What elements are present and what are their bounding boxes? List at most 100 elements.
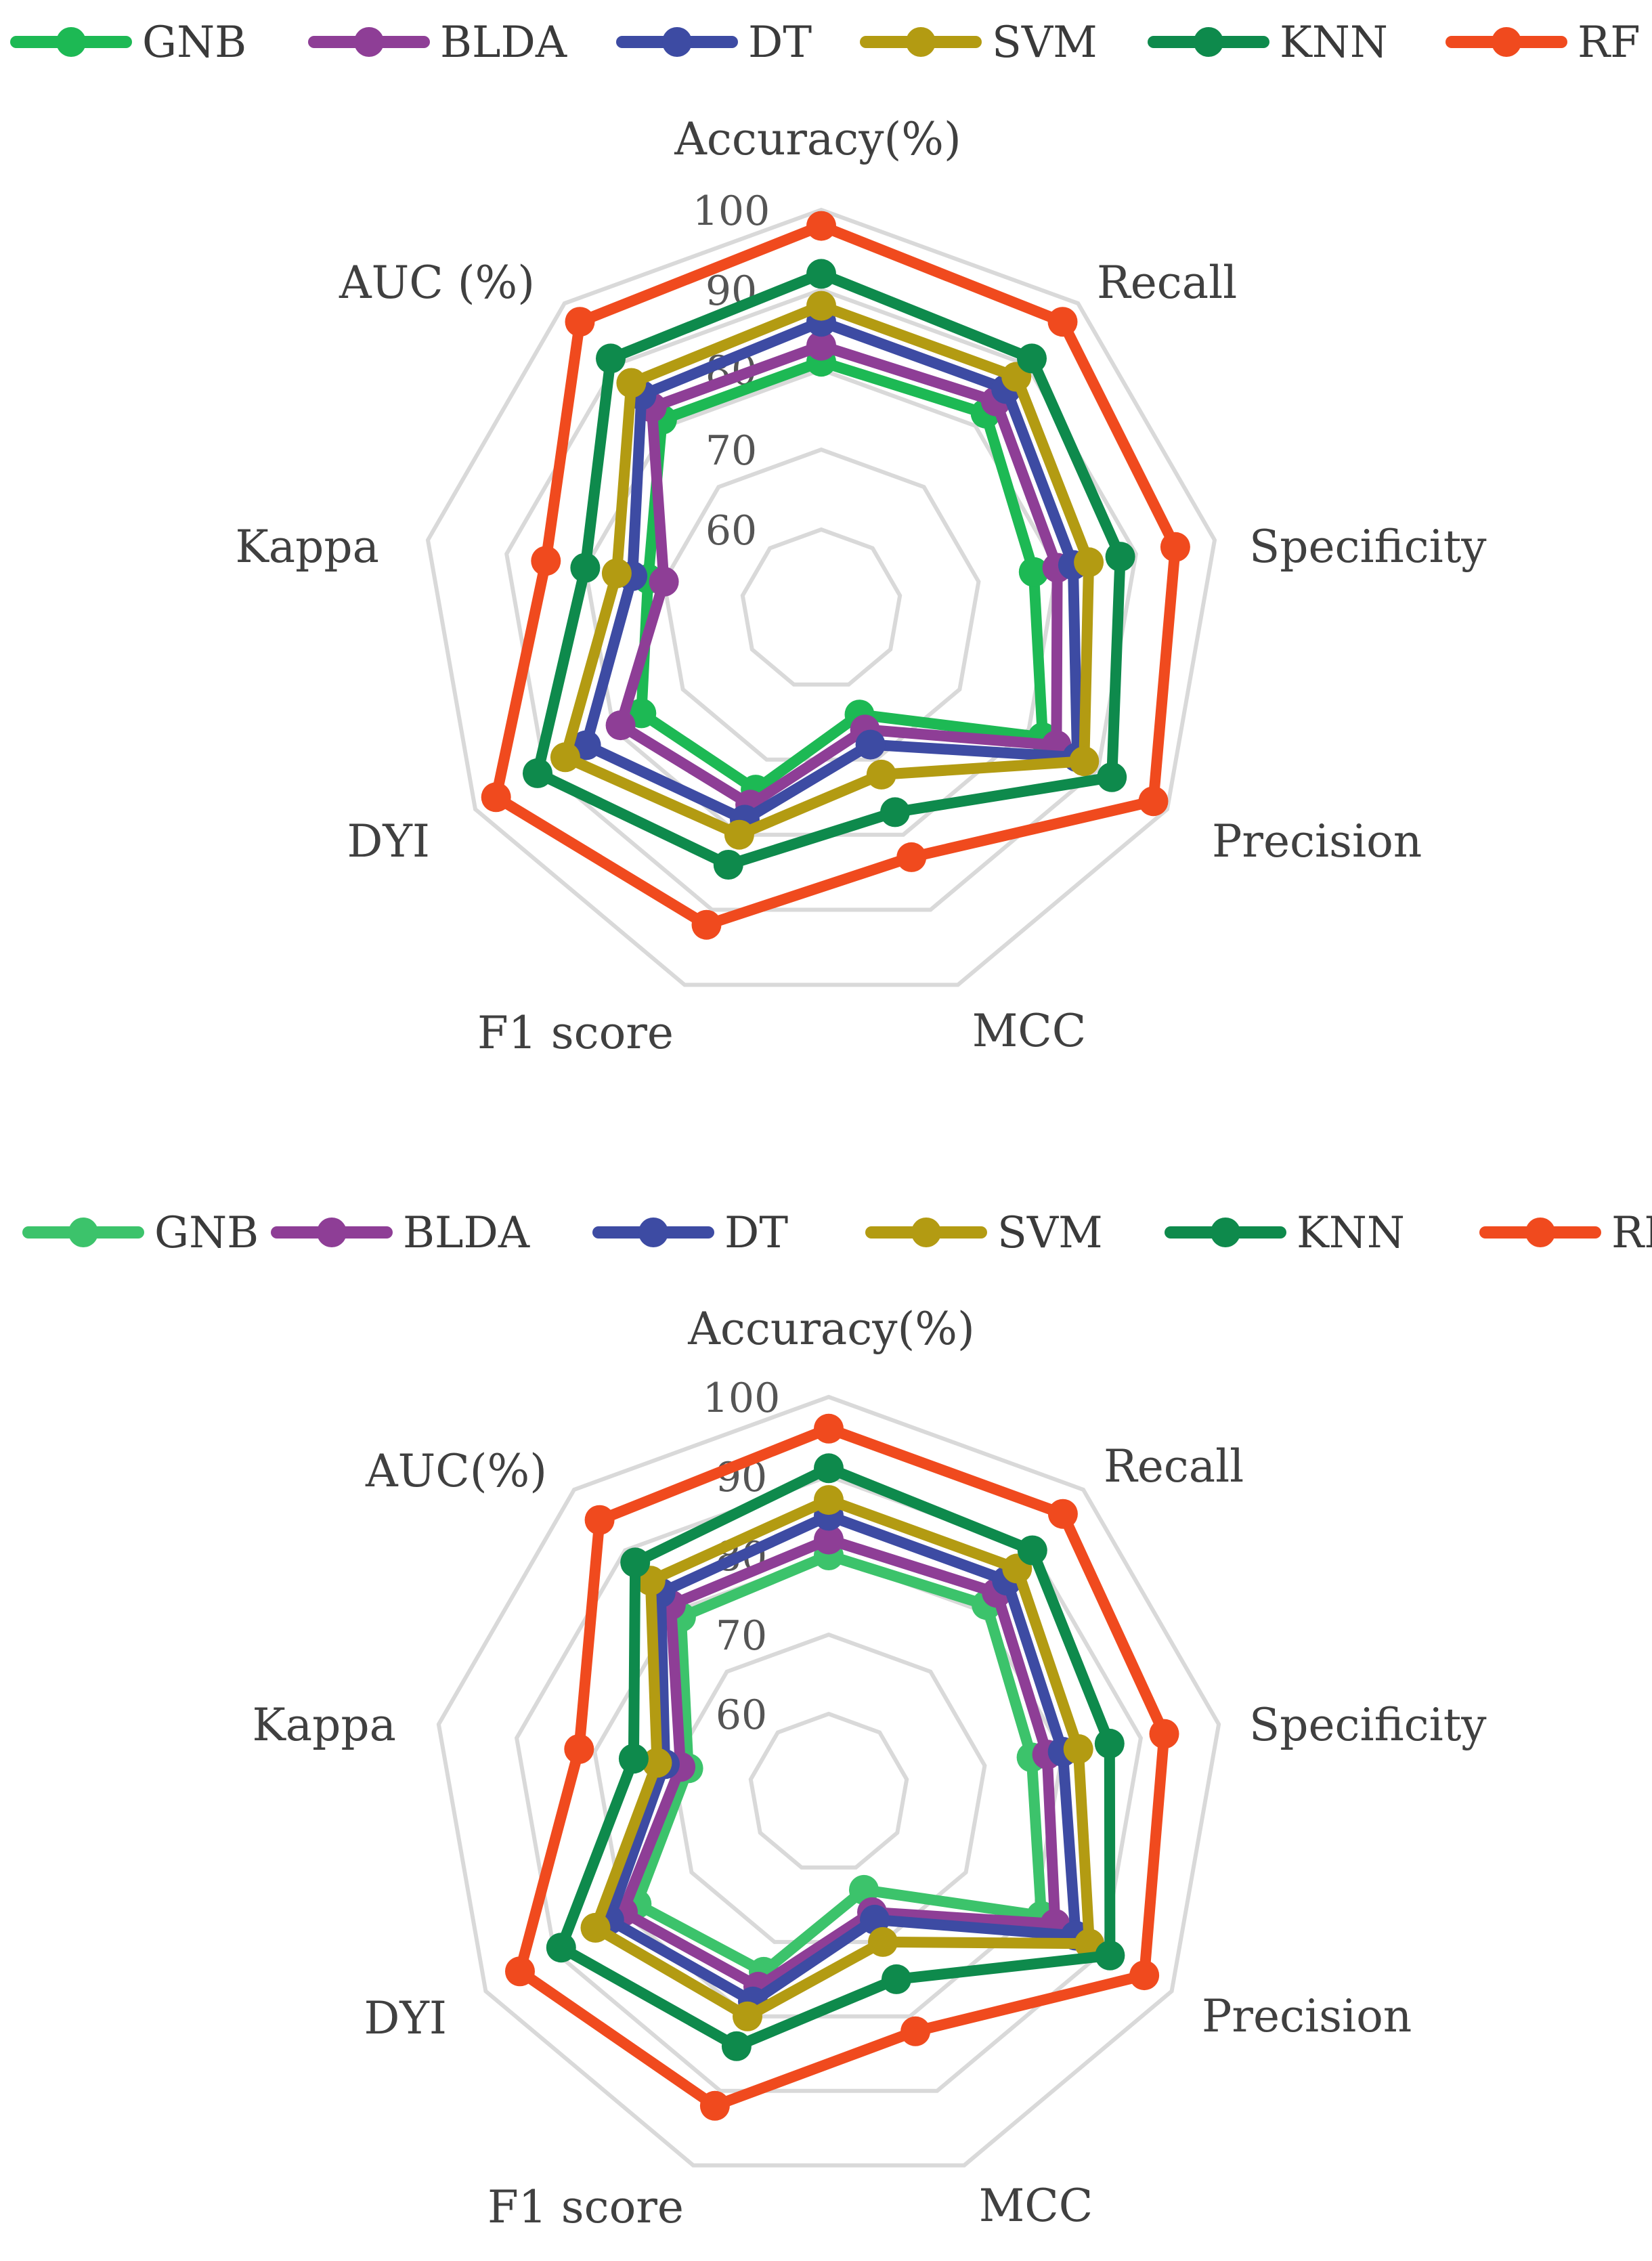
- legend-swatch-marker: [56, 27, 86, 57]
- point-svm-specificity: [1074, 547, 1104, 578]
- legend-swatch-marker: [1194, 27, 1223, 57]
- point-rf-dyi: [505, 1956, 535, 1987]
- point-knn-recall: [1017, 1535, 1047, 1566]
- series-rf: [481, 211, 1190, 940]
- series-svm: [580, 1485, 1104, 2031]
- point-svm-f1-score: [724, 819, 754, 850]
- point-blda-dyi: [605, 710, 636, 741]
- axis-label-kappa: Kappa: [235, 521, 379, 573]
- axis-label-auc: AUC (%): [339, 257, 535, 309]
- axis-label-dyi: DYI: [364, 1992, 447, 2044]
- axis-label-accuracy: Accuracy(%): [674, 113, 961, 165]
- grid-ring-100: [436, 1394, 1221, 2168]
- grid-ring-70: [661, 447, 981, 762]
- point-rf-mcc: [900, 2016, 931, 2046]
- series-line-gnb: [631, 1550, 1047, 1977]
- tick-label-60: 60: [716, 1692, 767, 1739]
- point-knn-accuracy: [806, 259, 836, 289]
- grid-ring-60: [748, 1711, 909, 1870]
- point-knn-dyi: [546, 1933, 576, 1963]
- legend: GNB BLDA DT SVM KNN RF: [22, 1208, 1652, 1258]
- legend-label: DT: [748, 18, 812, 68]
- legend-swatch-marker: [1525, 1218, 1555, 1247]
- legend-label: GNB: [142, 18, 246, 68]
- legend-swatch-marker: [1211, 1218, 1240, 1247]
- legend-swatch-marker: [662, 27, 692, 57]
- axis-label-f1-score: F1 score: [487, 2181, 684, 2233]
- axis-label-recall: Recall: [1097, 257, 1237, 309]
- radar-chart-top: GNB BLDA DT SVM KNN RF60708090100Accuracy(%)R…: [10, 18, 1640, 1059]
- legend-swatch-marker: [68, 1218, 98, 1247]
- legend-label: KNN: [1280, 18, 1388, 68]
- point-dt-mcc: [855, 729, 886, 760]
- series-line-dt: [580, 316, 1083, 825]
- legend-item-gnb: GNB: [10, 18, 246, 68]
- axis-label-recall: Recall: [1104, 1440, 1244, 1492]
- point-gnb-specificity: [1018, 557, 1049, 587]
- tick-label-60: 60: [705, 507, 757, 555]
- axis-label-kappa: Kappa: [252, 1699, 396, 1751]
- point-svm-kappa: [601, 558, 632, 588]
- point-rf-recall: [1047, 1499, 1078, 1529]
- axis-labels: Accuracy(%) Recall Specificity Precision MCC…: [252, 1303, 1487, 2233]
- legend-item-dt: DT: [616, 18, 812, 68]
- axis-label-mcc: MCC: [972, 1005, 1087, 1057]
- point-rf-specificity: [1149, 1719, 1179, 1749]
- point-knn-precision: [1095, 1940, 1125, 1971]
- point-svm-dyi: [550, 742, 580, 773]
- point-rf-dyi: [481, 782, 511, 813]
- point-svm-accuracy: [806, 290, 836, 321]
- legend-swatch-marker: [638, 1218, 668, 1247]
- series-line-dt: [603, 1510, 1081, 2007]
- point-knn-mcc: [880, 797, 910, 827]
- point-rf-auc: [584, 1505, 615, 1535]
- point-rf-kappa: [531, 546, 561, 576]
- legend-swatch-marker: [354, 27, 384, 57]
- point-knn-specificity: [1094, 1728, 1125, 1759]
- legend-label: SVM: [992, 18, 1097, 68]
- axis-label-specificity: Specificity: [1249, 1699, 1487, 1751]
- axis-label-precision: Precision: [1212, 815, 1422, 867]
- point-svm-specificity: [1063, 1734, 1093, 1764]
- series-line-blda: [617, 1534, 1061, 1992]
- point-knn-f1-score: [721, 2031, 752, 2061]
- axis-label-dyi: DYI: [347, 815, 430, 867]
- point-svm-accuracy: [814, 1485, 844, 1515]
- legend-swatch-marker: [1492, 27, 1521, 57]
- series-svm: [550, 290, 1104, 850]
- legend: GNB BLDA DT SVM KNN RF: [10, 18, 1640, 68]
- legend-swatch-marker: [911, 1218, 941, 1247]
- point-knn-mcc: [882, 1964, 911, 1994]
- point-rf-f1-score: [699, 2090, 730, 2121]
- series-gnb: [622, 1541, 1057, 1987]
- point-rf-accuracy: [814, 1413, 844, 1444]
- series-group: [505, 1413, 1179, 2121]
- point-svm-f1-score: [733, 2001, 762, 2031]
- radar-chart-bottom: GNBBLDADTSVMKNNRF60708090100Accuracy(%)R…: [22, 1208, 1652, 2233]
- legend-label: KNN: [1297, 1208, 1405, 1258]
- tick-label-100: 100: [703, 1375, 781, 1422]
- point-dt-mcc: [860, 1904, 890, 1935]
- point-svm-precision: [1069, 746, 1100, 777]
- point-rf-mcc: [896, 842, 927, 872]
- legend-item-svm: SVM: [860, 18, 1097, 68]
- legend-label: DT: [724, 1208, 788, 1258]
- point-svm-auc: [616, 368, 647, 398]
- point-rf-precision: [1138, 786, 1169, 817]
- axis-label-precision: Precision: [1202, 1990, 1412, 2042]
- axis-label-mcc: MCC: [979, 2180, 1093, 2232]
- legend-item-blda: BLDA: [308, 18, 567, 68]
- series-line-knn: [532, 268, 1126, 870]
- point-knn-f1-score: [713, 850, 743, 880]
- point-rf-recall: [1047, 307, 1078, 337]
- legend-label: RF: [1611, 1208, 1652, 1258]
- legend-label: GNB: [154, 1208, 259, 1258]
- axis-label-specificity: Specificity: [1249, 521, 1487, 573]
- legend-item-dt: DT: [592, 1208, 788, 1258]
- point-knn-specificity: [1105, 542, 1135, 572]
- point-knn-kappa: [570, 553, 601, 583]
- tick-label-70: 70: [716, 1612, 767, 1660]
- legend-item-gnb: GNB: [22, 1208, 259, 1258]
- point-knn-accuracy: [814, 1453, 844, 1484]
